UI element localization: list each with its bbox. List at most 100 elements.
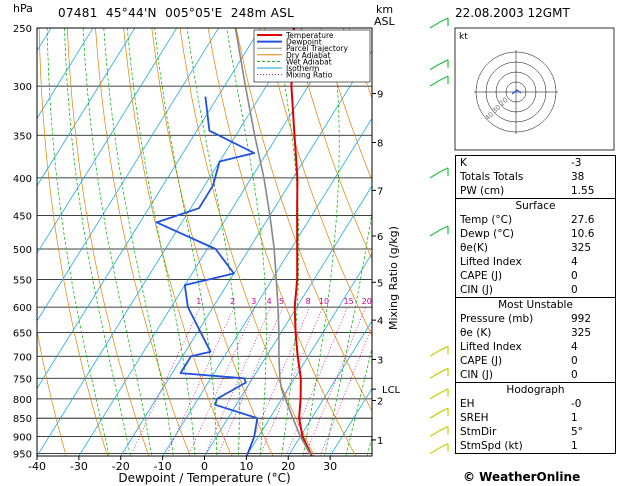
wind-barb [429, 411, 441, 419]
hodo-stat-row: StmDir 5° [460, 426, 583, 438]
surface-stat-row: CIN (J) 0 [460, 284, 578, 296]
temp-tick-label: 0 [201, 460, 208, 473]
mixing-ratio-label: 1 [196, 297, 201, 306]
lcl-label: LCL [382, 385, 401, 396]
legend-label: Wet Adiabat [286, 57, 332, 66]
hodograph-ring-label: 20 [498, 96, 510, 108]
hodograph-ring-label: 40 [483, 110, 495, 122]
pressure-tick-label: 850 [13, 414, 32, 425]
wind-barb-flag [439, 59, 449, 65]
stat-totals: Totals Totals 38 [460, 171, 585, 183]
dry-adiabat-line [235, 28, 372, 412]
stat-pw: PW (cm) 1.55 [460, 185, 595, 197]
wet-adiabat-line [302, 28, 340, 456]
wind-barb-flag [439, 425, 449, 431]
mu-stat-row: CIN (J) 0 [460, 369, 578, 381]
legend-box [253, 29, 371, 83]
temperature-line [290, 28, 313, 456]
station-elevation: 248m ASL [230, 6, 295, 20]
station-lat: 45°44'N [105, 6, 157, 20]
wind-barb-flag [439, 225, 449, 231]
mu-stat-row: Lifted Index 4 [460, 341, 578, 353]
mixing-ratio-label: 10 [319, 297, 329, 306]
mixing-ratio-label: 2 [230, 297, 235, 306]
mixing-ratio-line [204, 306, 271, 456]
wind-barb-flag [439, 75, 449, 81]
wind-barb [429, 21, 441, 29]
dry-adiabat-line [320, 28, 372, 182]
mu-stat-row: θe (K) 325 [460, 327, 592, 339]
wet-adiabat-line [82, 28, 153, 456]
surface-stat-row: Dewp (°C) 10.6 [460, 228, 595, 240]
surface-stat-row: Temp (°C) 27.6 [460, 214, 595, 226]
pressure-tick-label: 450 [13, 211, 32, 222]
isotherm-line [37, 28, 261, 390]
parcel-trajectory-line [234, 28, 313, 456]
legend-label: Dewpoint [286, 38, 322, 47]
isotherm-line [37, 28, 219, 322]
isotherm-line [245, 252, 372, 456]
wet-adiabat-line [226, 28, 267, 456]
wind-barb-flag [439, 367, 449, 373]
wind-barb [429, 371, 441, 379]
pressure-tick-label: 350 [13, 131, 32, 142]
header-datetime: 22.08.2003 12GMT [455, 6, 570, 20]
most-unstable-title: Most Unstable [456, 297, 615, 312]
station-lon: 005°05'E [165, 6, 223, 20]
km-tick-label: 2 [377, 396, 383, 407]
stat-k: K -3 [460, 157, 582, 169]
hodograph-ring-label: 30 [491, 103, 503, 115]
temp-tick-label: 10 [239, 460, 253, 473]
isotherm-line [329, 387, 372, 456]
mu-stat-row: CAPE (J) 0 [460, 355, 578, 367]
surface-stat-row: θe(K) 325 [460, 242, 592, 254]
wind-barb-flag [439, 345, 449, 351]
wet-adiabat-line [103, 28, 174, 456]
temp-tick-label: 20 [281, 460, 295, 473]
pressure-tick-label: 650 [13, 329, 32, 340]
isotherm-line [162, 117, 372, 456]
wind-barb-flag [439, 388, 449, 394]
surface-stat-row: Lifted Index 4 [460, 256, 578, 268]
legend-label: Dry Adiabat [286, 51, 330, 60]
station-id: 07481 [58, 6, 98, 20]
pressure-tick-label: 500 [13, 245, 32, 256]
pressure-tick-label: 550 [13, 275, 32, 286]
wind-barb [429, 229, 441, 237]
temp-tick-label: 30 [323, 460, 337, 473]
weatheronline-credit: © WeatherOnline [463, 470, 581, 484]
wet-adiabat-line [186, 28, 240, 456]
legend-label: Mixing Ratio [286, 71, 333, 80]
hodograph-title: Hodograph [456, 382, 615, 397]
wind-barb [429, 79, 441, 87]
wind-barb-flag [439, 167, 449, 173]
isotherm-line [37, 28, 136, 187]
dry-adiabat-line [264, 28, 372, 337]
stats-table: K -3 Totals Totals 38 PW (cm) 1.55 Surface … [455, 155, 616, 454]
km-tick-label: 7 [377, 186, 383, 197]
wind-barb-flag [439, 17, 449, 23]
dry-adiabat-line [123, 28, 232, 456]
plot-frame [36, 27, 373, 457]
km-tick-label: 9 [377, 89, 383, 100]
isotherm-line [78, 28, 345, 456]
wet-adiabat-line [274, 28, 300, 456]
km-tick-label: 4 [377, 316, 383, 327]
legend-label: Parcel Trajectory [286, 44, 348, 53]
hodograph-trace [511, 89, 522, 95]
wind-barb [429, 349, 441, 357]
pressure-tick-label: 300 [13, 82, 32, 93]
mixing-ratio-label: 20 [362, 297, 372, 306]
hodograph-kt-label: kt [459, 32, 468, 42]
temp-tick-label: -30 [70, 460, 88, 473]
wind-barb-flag [439, 407, 449, 413]
header-station: 07481 45°44'N 005°05'E 248m ASL [58, 6, 294, 20]
temp-tick-label: -40 [28, 460, 46, 473]
km-tick-label: 1 [377, 436, 383, 447]
mixing-ratio-line [217, 306, 284, 456]
km-tick-label: 3 [377, 355, 383, 366]
wet-adiabat-line [126, 28, 196, 456]
mixing-ratio-label: 4 [267, 297, 272, 306]
wind-barb [429, 429, 441, 437]
isotherm-line [287, 320, 372, 456]
